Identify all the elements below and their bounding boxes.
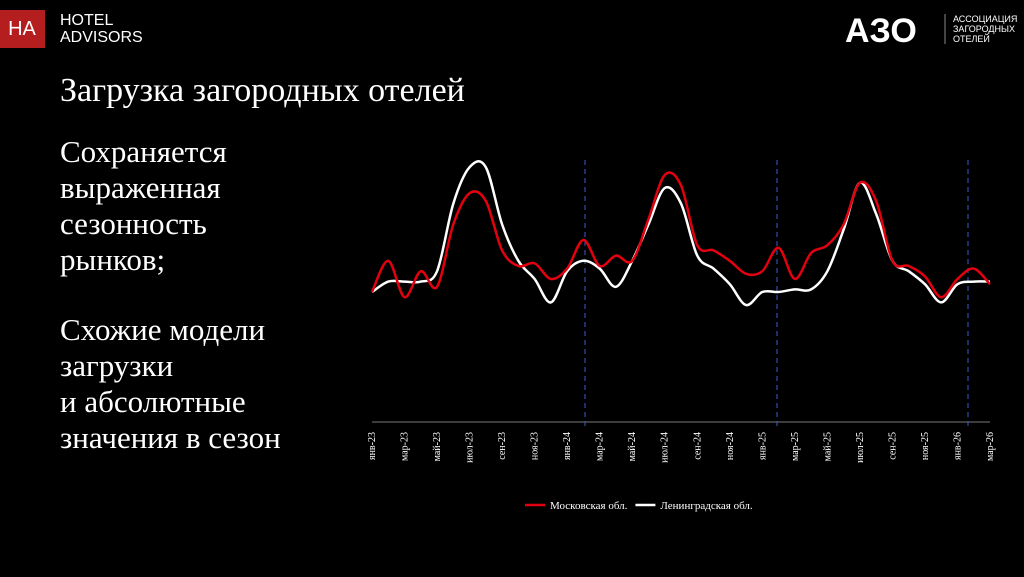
x-tick-label: янв-24: [562, 432, 573, 460]
logo-mark: HA: [8, 18, 36, 40]
legend-label: Ленинградская обл.: [660, 500, 752, 512]
x-tick-label: мар-25: [790, 432, 801, 461]
brand: ADVISORS: [60, 29, 143, 46]
x-tick-label: сен-23: [497, 432, 508, 460]
body-text: загрузки: [60, 348, 173, 383]
x-tick-label: сен-25: [887, 432, 898, 460]
x-tick-label: янв-25: [757, 432, 768, 460]
x-tick-label: янв-26: [952, 432, 963, 460]
x-tick-label: ноя-23: [530, 432, 541, 460]
line: [370, 171, 991, 299]
partner-mark: АЗО: [845, 12, 917, 50]
body-text: Сохраняется: [60, 134, 227, 169]
x-tick-label: июл-25: [855, 432, 866, 463]
x-tick-label: янв-23: [367, 432, 378, 460]
body-text: значения в сезон: [60, 420, 281, 455]
x-tick-label: ноя-25: [920, 432, 931, 460]
body-text: выраженная: [60, 170, 221, 205]
x-tick-label: июл-24: [660, 432, 671, 463]
title: Загрузка загородных отелей: [60, 72, 465, 109]
body-text: Схожие модели: [60, 312, 265, 347]
partner: ОТЕЛЕЙ: [953, 33, 990, 44]
x-tick-label: ноя-24: [725, 432, 736, 460]
partner: ЗАГОРОДНЫХ: [953, 24, 1015, 34]
x-tick-label: мар-26: [985, 432, 996, 461]
body-text: сезонность: [60, 206, 207, 241]
body-text: рынков;: [60, 242, 165, 277]
brand: HOTEL: [60, 12, 113, 29]
legend-label: Московская обл.: [550, 500, 628, 512]
x-tick-label: мар-24: [595, 432, 606, 461]
x-tick-label: мар-23: [400, 432, 411, 461]
x-tick-label: июл-23: [465, 432, 476, 463]
x-tick-label: сен-24: [692, 432, 703, 460]
body-text: и абсолютные: [60, 384, 246, 419]
x-tick-label: май-24: [627, 432, 638, 461]
x-tick-label: май-23: [432, 432, 443, 461]
partner: АССОЦИАЦИЯ: [953, 14, 1017, 24]
x-tick-label: май-25: [822, 432, 833, 461]
logo-box: [0, 10, 45, 48]
